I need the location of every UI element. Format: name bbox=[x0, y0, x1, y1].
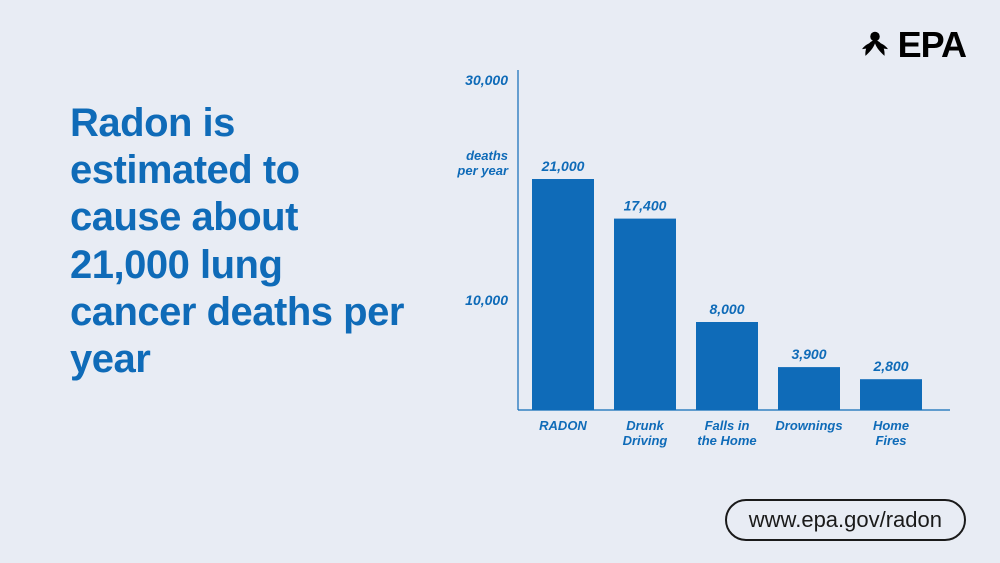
x-tick-label: RADON bbox=[539, 418, 587, 433]
x-tick-label: Fires bbox=[875, 433, 906, 448]
deaths-bar-chart: 30,000 10,000 deathsper year 21,000 RADON 17,… bbox=[440, 50, 960, 470]
x-tick-label: Drownings bbox=[775, 418, 842, 433]
bar-value-label: 8,000 bbox=[709, 301, 744, 317]
x-tick-label: Drunk bbox=[626, 418, 664, 433]
bar-value-label: 3,900 bbox=[791, 346, 826, 362]
bar-value-label: 2,800 bbox=[872, 358, 908, 374]
bar bbox=[532, 179, 594, 410]
y-axis-label: deaths bbox=[466, 148, 508, 163]
x-tick-label: the Home bbox=[697, 433, 756, 448]
x-tick-label: Driving bbox=[623, 433, 668, 448]
y-tick-label: 30,000 bbox=[465, 72, 508, 88]
x-tick-label: Falls in bbox=[705, 418, 750, 433]
y-axis-label: per year bbox=[456, 163, 509, 178]
chart-svg: 30,000 10,000 deathsper year 21,000 RADON 17,… bbox=[440, 50, 960, 470]
headline-text: Radon is estimated to cause about 21,000… bbox=[70, 100, 410, 383]
bar bbox=[778, 367, 840, 410]
bar-value-label: 17,400 bbox=[624, 198, 667, 214]
bar-value-label: 21,000 bbox=[541, 158, 585, 174]
y-tick-label: 10,000 bbox=[465, 292, 508, 308]
x-tick-label: Home bbox=[873, 418, 909, 433]
bar bbox=[696, 322, 758, 410]
bar bbox=[860, 379, 922, 410]
bar bbox=[614, 219, 676, 410]
url-pill: www.epa.gov/radon bbox=[725, 499, 966, 541]
